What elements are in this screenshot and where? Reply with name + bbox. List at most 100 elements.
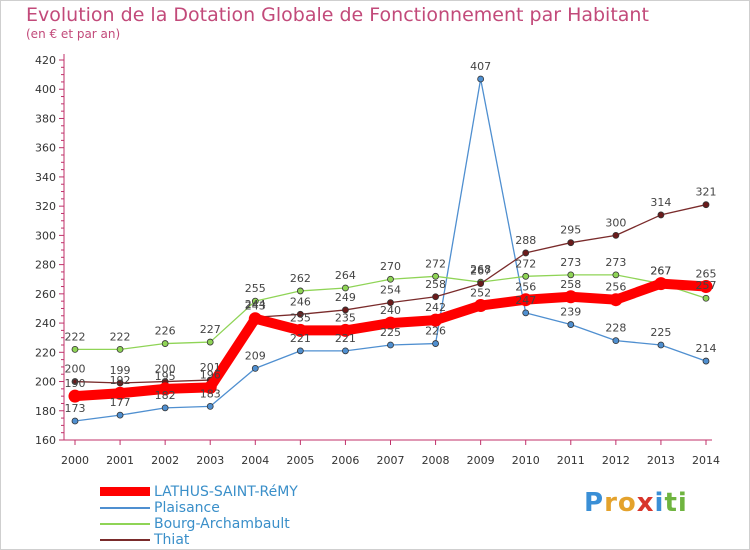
legend-label: Bourg-Archambault (154, 516, 290, 532)
data-label: 272 (425, 257, 446, 270)
data-label: 226 (425, 325, 446, 338)
data-point (296, 287, 304, 295)
data-label: 226 (155, 325, 176, 338)
data-label: 256 (515, 281, 536, 294)
x-tick-label: 2008 (422, 454, 450, 467)
data-label: 235 (290, 311, 311, 324)
x-tick-label: 2007 (377, 454, 405, 467)
data-label: 190 (65, 377, 86, 390)
data-point (612, 337, 620, 345)
data-label: 222 (110, 330, 131, 343)
data-label: 258 (425, 278, 446, 291)
x-tick-label: 2005 (286, 454, 314, 467)
proxiti-logo: Proxiti (584, 488, 688, 518)
x-tick-label: 2001 (106, 454, 134, 467)
logo-letter: i (654, 488, 665, 518)
logo-letter: i (677, 488, 688, 518)
data-label: 321 (696, 186, 717, 199)
y-tick-label: 280 (35, 259, 56, 272)
legend-swatch (100, 539, 150, 541)
data-point (203, 380, 217, 394)
data-label: 173 (65, 402, 86, 415)
x-tick-label: 2012 (602, 454, 630, 467)
data-point (71, 378, 79, 385)
data-point (71, 417, 79, 425)
data-label: 192 (110, 374, 131, 387)
x-tick-label: 2011 (557, 454, 585, 467)
logo-letter: P (584, 488, 605, 518)
data-point (161, 340, 169, 347)
data-label: 246 (290, 295, 311, 308)
data-label: 227 (200, 323, 221, 336)
data-label: 214 (696, 342, 717, 355)
data-label: 314 (650, 196, 671, 209)
y-tick-label: 220 (35, 346, 56, 359)
data-label: 244 (245, 298, 266, 311)
data-label: 255 (245, 282, 266, 295)
data-point (567, 239, 575, 247)
data-point (71, 345, 79, 353)
data-label: 407 (470, 60, 491, 73)
x-tick-label: 2010 (512, 454, 540, 467)
y-tick-label: 320 (35, 200, 56, 213)
data-label: 264 (335, 269, 356, 282)
data-label: 177 (110, 396, 131, 409)
data-point (293, 323, 307, 337)
data-label: 295 (560, 224, 581, 237)
data-point (432, 293, 439, 301)
data-label: 240 (380, 304, 401, 317)
data-label: 247 (515, 294, 536, 307)
y-tick-label: 180 (35, 405, 56, 418)
data-label: 300 (605, 216, 626, 229)
data-point (206, 402, 214, 410)
x-tick-label: 2003 (196, 454, 224, 467)
logo-letter: o (617, 488, 637, 518)
data-label: 182 (155, 389, 176, 402)
data-label: 222 (65, 330, 86, 343)
data-label: 201 (200, 361, 221, 374)
data-label: 268 (470, 263, 491, 276)
data-point (248, 312, 262, 326)
data-point (161, 404, 169, 412)
data-label: 257 (696, 279, 717, 292)
legend-swatch (100, 487, 150, 496)
data-point (342, 284, 349, 292)
data-label: 242 (425, 301, 446, 314)
data-label: 267 (650, 265, 671, 278)
data-point (432, 340, 439, 347)
data-label: 254 (380, 284, 401, 297)
legend-label: LATHUS-SAINT-RéMY (154, 484, 298, 500)
data-point (113, 386, 127, 400)
y-tick-label: 340 (35, 171, 56, 184)
data-point (657, 211, 665, 219)
data-point (567, 271, 575, 279)
data-label: 273 (605, 256, 626, 269)
legend-swatch (100, 507, 150, 509)
data-point (206, 338, 214, 346)
y-tick-label: 300 (35, 229, 56, 242)
x-tick-label: 2000 (61, 454, 89, 467)
data-label: 239 (560, 306, 581, 319)
data-label: 265 (696, 268, 717, 281)
data-point (387, 341, 394, 349)
x-tick-label: 2004 (241, 454, 269, 467)
data-point (612, 231, 620, 239)
y-tick-label: 160 (35, 434, 56, 447)
data-point (251, 364, 259, 372)
data-point (116, 345, 124, 353)
x-tick-label: 2013 (647, 454, 675, 467)
y-tick-label: 420 (35, 54, 56, 67)
data-label: 243 (245, 300, 266, 313)
data-point (474, 299, 488, 313)
data-point (68, 389, 82, 403)
chart-title: Evolution de la Dotation Globale de Fonc… (26, 4, 649, 26)
data-point (429, 313, 443, 327)
data-point (522, 309, 530, 317)
x-tick-label: 2006 (331, 454, 359, 467)
data-label: 209 (245, 349, 266, 362)
data-point (477, 75, 485, 83)
legend-label: Plaisance (154, 500, 220, 516)
chart-subtitle: (en € et par an) (26, 27, 121, 41)
data-label: 252 (470, 287, 491, 300)
data-label: 288 (515, 234, 536, 247)
